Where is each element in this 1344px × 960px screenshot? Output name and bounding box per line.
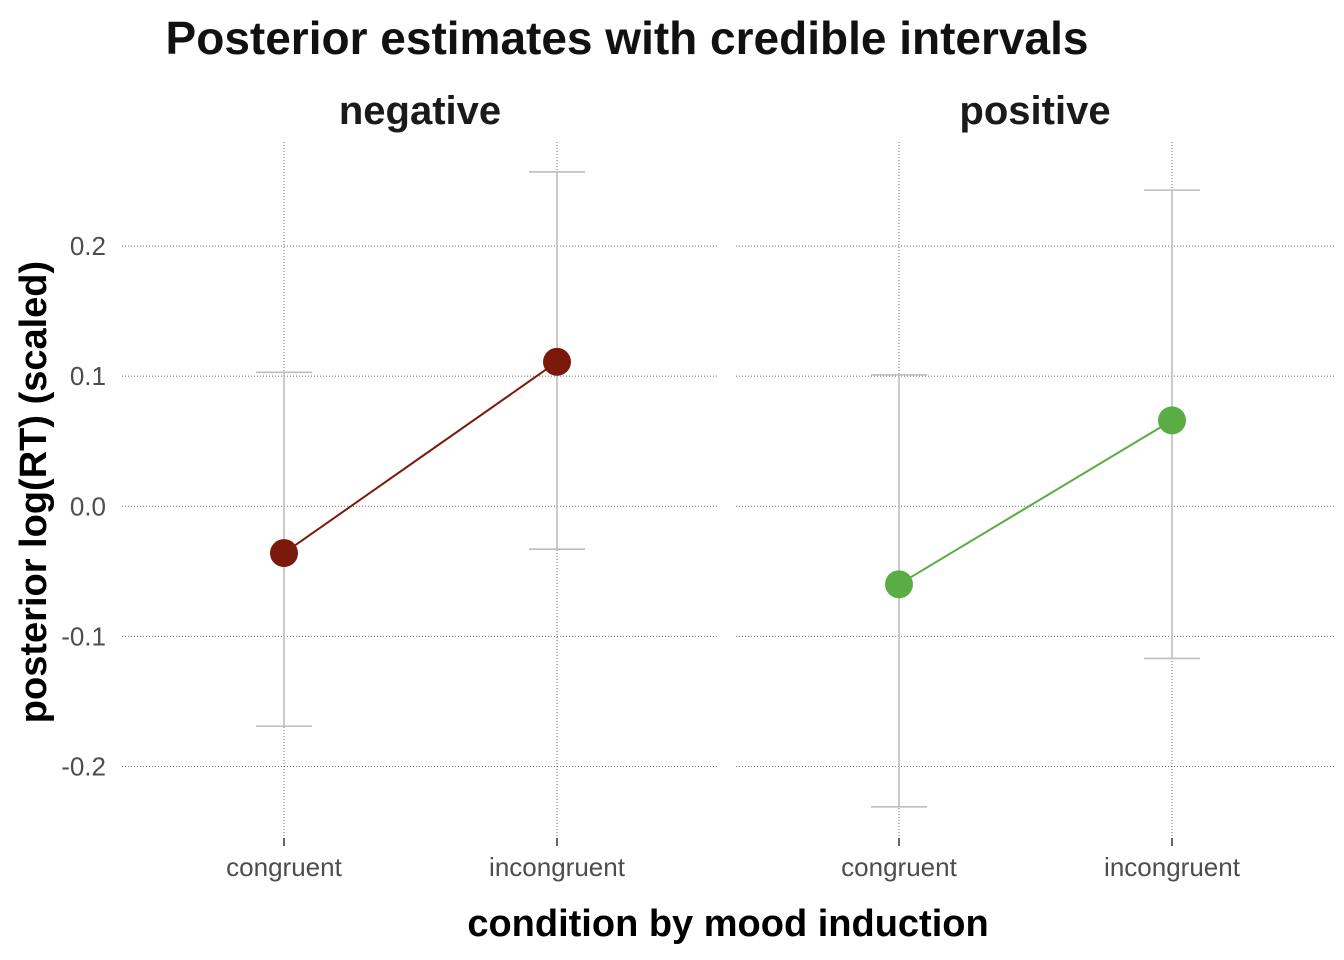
data-point bbox=[885, 570, 913, 599]
y-axis-ticks: -0.2 -0.1 0.0 0.1 0.2 bbox=[61, 231, 106, 781]
facet-panel-positive: positive congruent incongruent bbox=[736, 89, 1334, 882]
series-line-negative bbox=[283, 361, 558, 554]
x-tick-label: congruent bbox=[841, 852, 957, 882]
x-tick-label: incongruent bbox=[489, 852, 626, 882]
facet-panels: negative congruent incongruent positive cong… bbox=[122, 89, 1334, 882]
y-tick-label: 0.2 bbox=[70, 231, 106, 261]
y-tick-label: 0.0 bbox=[70, 491, 106, 521]
series-line-positive bbox=[898, 419, 1173, 586]
data-point bbox=[270, 539, 298, 568]
y-axis-label: posterior log(RT) (scaled) bbox=[13, 261, 55, 723]
facet-label: positive bbox=[959, 89, 1110, 133]
x-tick-label: congruent bbox=[226, 852, 342, 882]
x-axis-label: condition by mood induction bbox=[467, 903, 988, 945]
facet-panel-negative: negative congruent incongruent bbox=[122, 89, 718, 882]
facet-label: negative bbox=[339, 89, 501, 133]
data-point bbox=[543, 347, 571, 376]
x-tick-label: incongruent bbox=[1104, 852, 1241, 882]
y-tick-label: 0.1 bbox=[70, 361, 106, 391]
y-tick-label: -0.1 bbox=[61, 621, 106, 651]
chart-title: Posterior estimates with credible interv… bbox=[166, 12, 1089, 64]
y-tick-label: -0.2 bbox=[61, 751, 106, 781]
data-point bbox=[1158, 406, 1186, 435]
